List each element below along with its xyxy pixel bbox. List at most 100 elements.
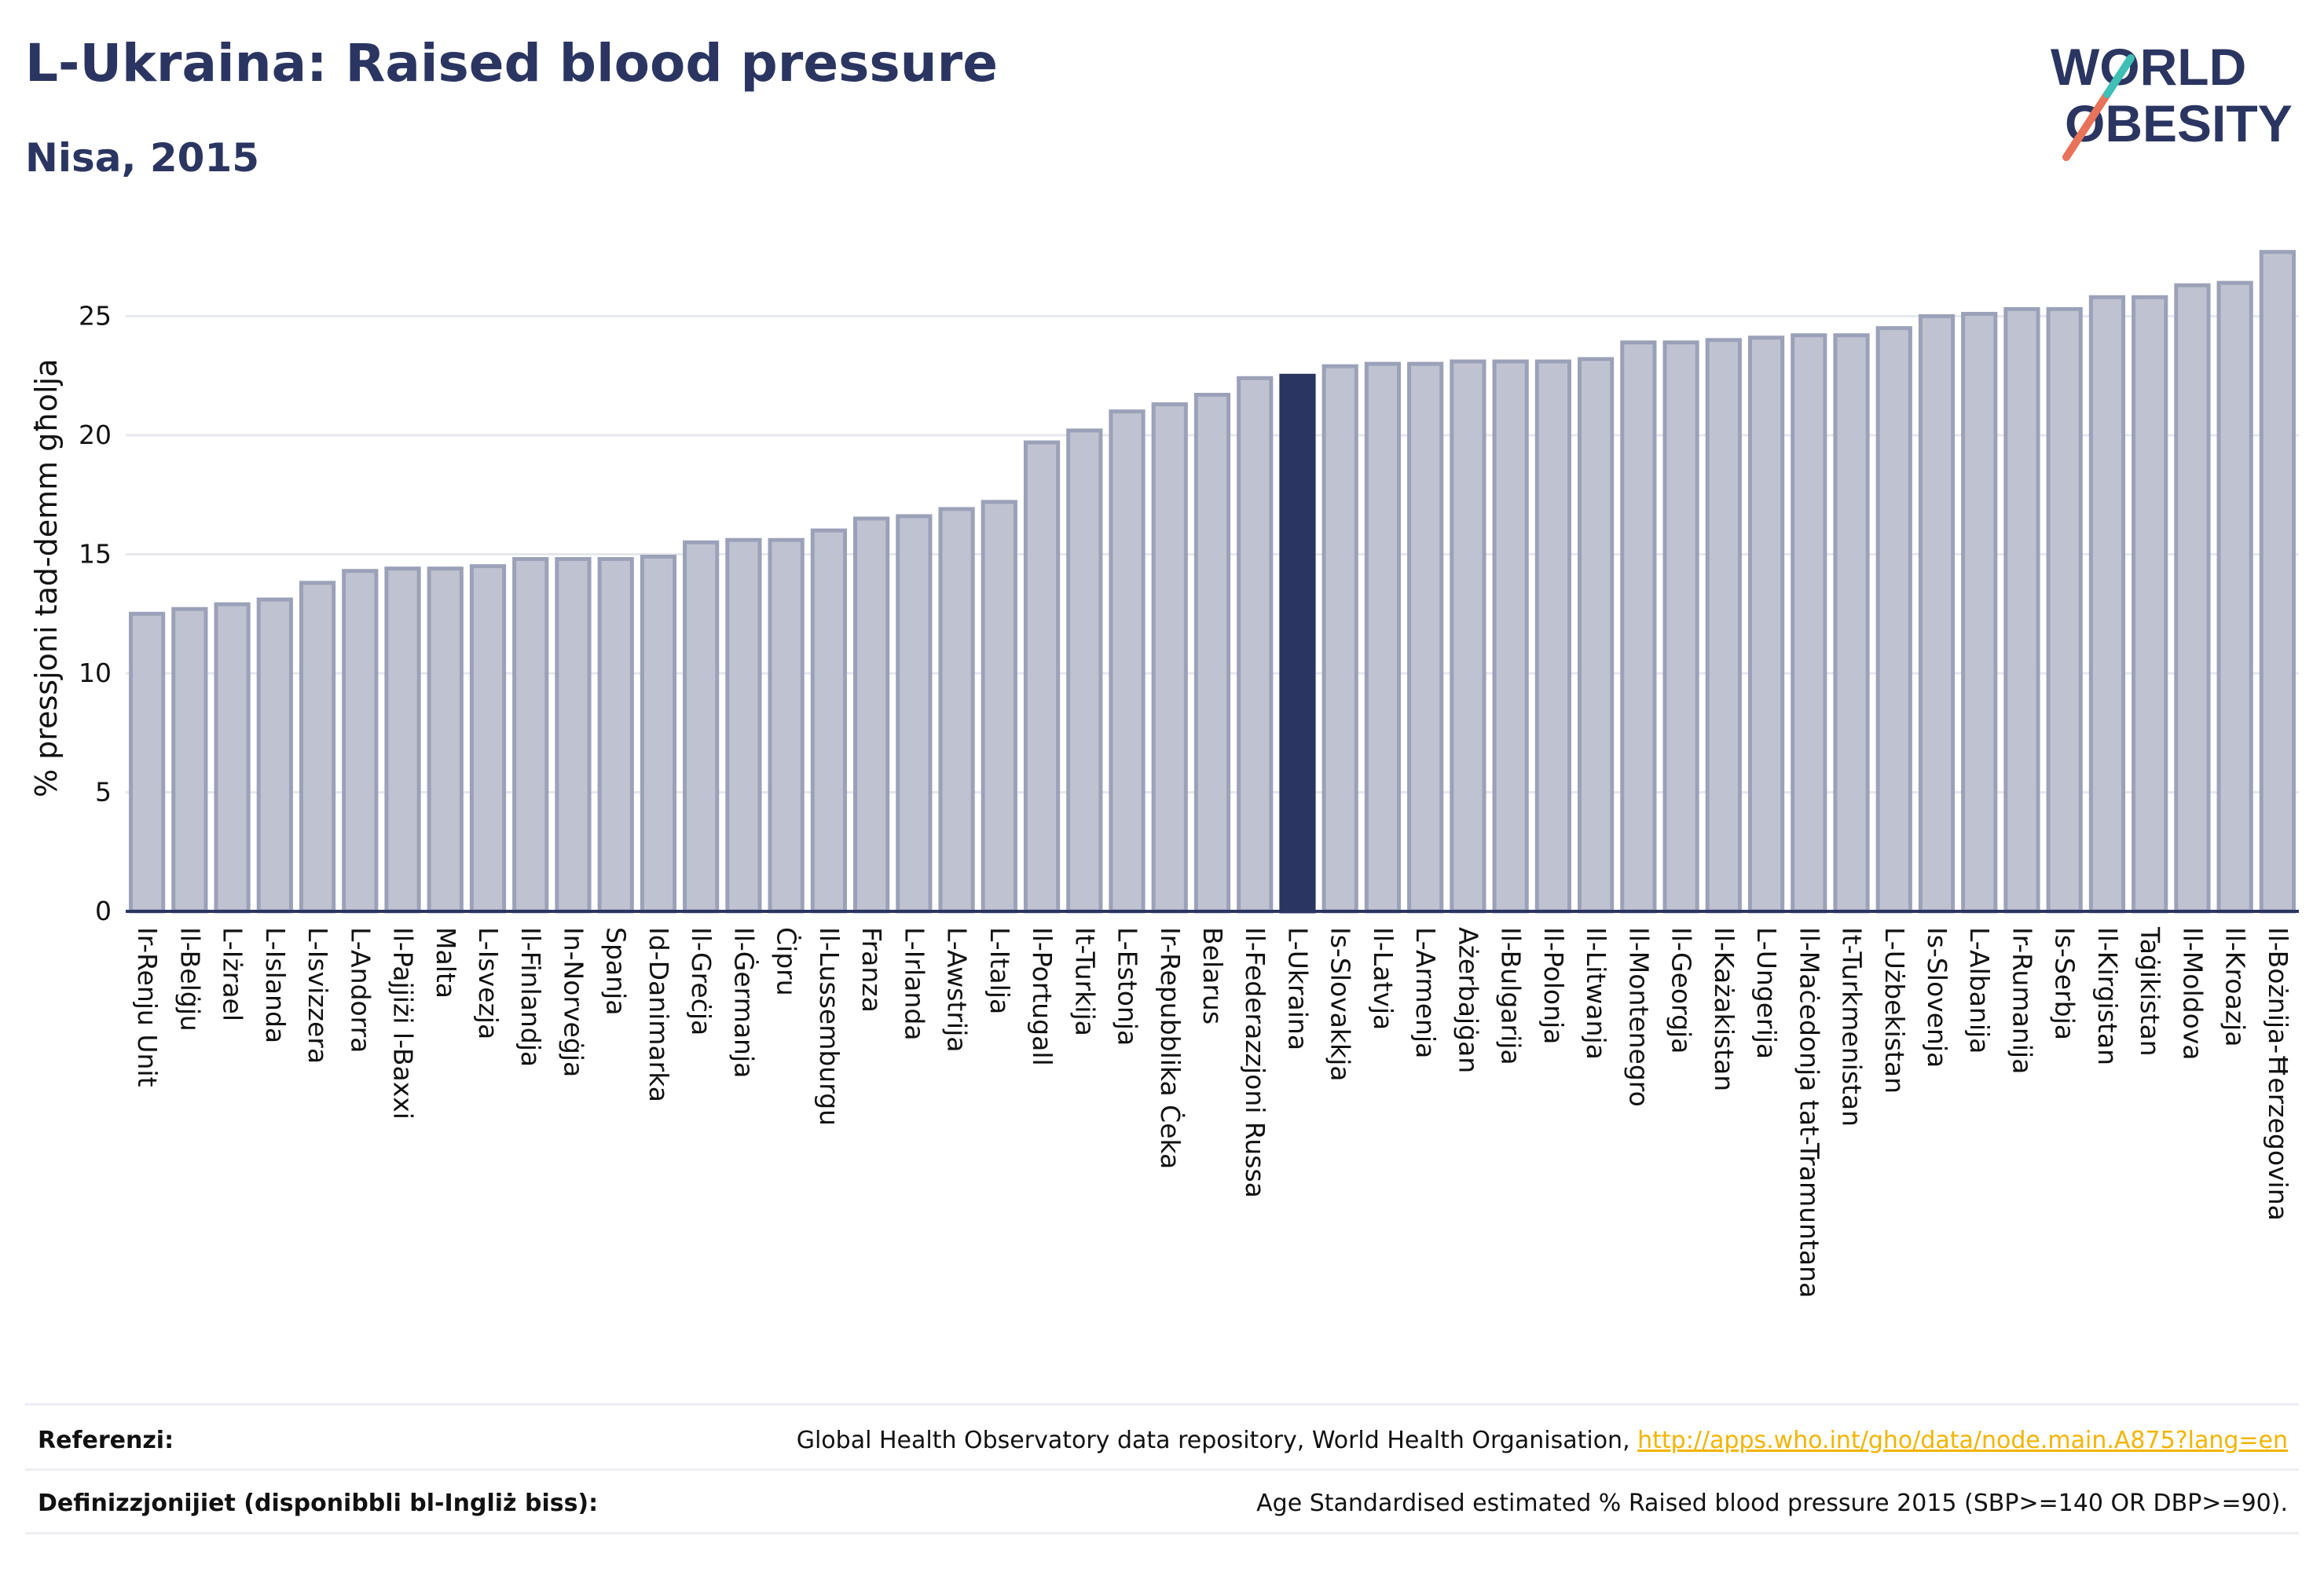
page-title: L-Ukraina: Raised blood pressure <box>25 33 998 93</box>
references-link[interactable]: http://apps.who.int/gho/data/node.main.A… <box>1637 1426 2288 1454</box>
page-subtitle: Nisa, 2015 <box>25 135 260 181</box>
x-tick-label: Il-Bulgarija <box>1496 927 1527 1065</box>
references-label: Referenzi: <box>38 1426 174 1454</box>
bar <box>1791 333 1827 914</box>
bar <box>342 569 379 914</box>
x-tick-label: Il-Finlandja <box>515 927 546 1067</box>
x-tick-label: Il-Maċedonja tat-Tramuntana <box>1794 927 1824 1298</box>
world-obesity-logo: WORLD OBESITY <box>2051 38 2293 161</box>
bar <box>1833 333 1870 914</box>
bar <box>2046 306 2083 914</box>
bar <box>1578 357 1615 914</box>
x-tick-label: Il-Pajjiżi l-Baxxi <box>388 927 419 1120</box>
bar <box>214 602 251 914</box>
footer-divider-bottom <box>25 1532 2299 1534</box>
x-tick-label: Il-Kirgistan <box>2092 927 2123 1065</box>
bar <box>129 611 166 914</box>
logo-slash-lower <box>2062 90 2111 161</box>
x-tick-label: Il-Lussemburgu <box>814 927 845 1126</box>
x-tick-label: Il-Polonja <box>1538 927 1569 1044</box>
bar <box>1407 361 1444 914</box>
bar <box>384 566 421 914</box>
x-tick-label: Il-Każakistan <box>1709 927 1739 1091</box>
y-tick-label: 10 <box>79 658 112 688</box>
y-tick-label: 15 <box>79 539 112 570</box>
bar <box>469 564 507 914</box>
bar <box>597 557 634 914</box>
bar <box>1961 311 1998 914</box>
x-tick-label: Il-Latvja <box>1368 927 1398 1030</box>
definitions-value: Age Standardised estimated % Raised bloo… <box>1256 1489 2288 1517</box>
x-tick-label: L-Isvizzera <box>302 927 333 1064</box>
bar <box>427 566 464 914</box>
x-tick-label: L-Estonja <box>1113 927 1143 1046</box>
bar <box>2132 295 2168 914</box>
x-tick-label: L-Albanija <box>1964 927 1995 1054</box>
bar <box>1875 326 1912 914</box>
definitions-row: Definizzjonijiet (disponibbli bl-Ingliż … <box>38 1479 2288 1527</box>
x-tick-label: Ir-Rumanija <box>2007 927 2037 1074</box>
bar <box>1747 335 1785 914</box>
x-tick-label: L-Isvezja <box>473 927 504 1039</box>
references-value: Global Health Observatory data repositor… <box>797 1427 2288 1454</box>
x-tick-label: L-Ukraina <box>1282 927 1313 1050</box>
x-tick-label: Is-Slovenja <box>1922 927 1952 1068</box>
x-tick-label: In-Norveġja <box>558 927 588 1077</box>
bar <box>1705 338 1742 914</box>
y-tick-label: 20 <box>79 420 112 450</box>
footer-divider-middle <box>25 1468 2299 1471</box>
bar <box>555 557 592 914</box>
bar <box>1193 392 1231 914</box>
bar <box>1151 402 1188 914</box>
bar <box>810 528 847 914</box>
bar <box>896 514 933 914</box>
bar <box>1492 359 1529 914</box>
x-tick-label: Il-Montenegro <box>1623 927 1654 1107</box>
x-tick-label: L-Italja <box>984 927 1015 1014</box>
x-tick-label: L-Użbekistan <box>1879 927 1910 1094</box>
x-tick-label: It-Turkmenistan <box>1837 927 1868 1127</box>
bar <box>1918 314 1956 914</box>
x-tick-label: Il-Litwanja <box>1581 927 1611 1060</box>
y-tick-label: 25 <box>79 301 112 332</box>
bar-chart: 0 5 10 15 20 25 % pressjoni tad-demm għolja Ir-… <box>29 250 2299 1298</box>
bar <box>1109 409 1146 914</box>
x-tick-label: It-Turkija <box>1069 927 1100 1036</box>
y-tick-label: 0 <box>95 896 112 926</box>
x-tick-label: Il-Kroazja <box>2220 927 2251 1046</box>
bar <box>2174 283 2211 914</box>
bar <box>853 516 890 914</box>
bar <box>299 581 336 914</box>
bar <box>640 555 677 914</box>
x-tick-label: Is-Serbja <box>2050 927 2080 1040</box>
x-tick-label: L-Islanda <box>260 927 291 1043</box>
x-tick-label: L-Armenja <box>1410 927 1441 1058</box>
bar <box>1066 428 1103 914</box>
bar <box>1023 440 1061 914</box>
bar <box>725 537 762 914</box>
y-axis-label: % pressjoni tad-demm għolja <box>29 359 64 797</box>
x-tick-label: L-Ungerija <box>1751 927 1782 1059</box>
bar <box>1237 376 1274 914</box>
bar <box>768 537 805 914</box>
bar <box>1534 359 1571 914</box>
bar <box>683 540 720 914</box>
x-tick-label: Taġikistan <box>2135 926 2165 1057</box>
x-tick-label: Il-Greċja <box>686 927 717 1035</box>
x-tick-label: L-Irlanda <box>899 927 929 1041</box>
bar <box>256 597 293 914</box>
bar <box>1279 373 1316 914</box>
x-tick-label: Franza <box>856 927 887 1013</box>
bar <box>1662 340 1699 914</box>
x-tick-label: L-Iżrael <box>218 927 248 1021</box>
x-tick-label: Ir-Repubblika Ċeka <box>1155 927 1186 1169</box>
x-tick-label: L-Awstrija <box>942 927 973 1052</box>
x-tick-label: Il-Federazzjoni Russa <box>1240 927 1270 1198</box>
footer-divider-top <box>25 1403 2299 1406</box>
x-tick-label: Il-Belġju <box>174 927 205 1032</box>
bar <box>2088 295 2126 914</box>
x-tick-label: Belarus <box>1197 927 1228 1024</box>
x-tick-label: Ċipru <box>772 927 803 996</box>
bar <box>2003 306 2040 914</box>
bar <box>2216 280 2253 914</box>
